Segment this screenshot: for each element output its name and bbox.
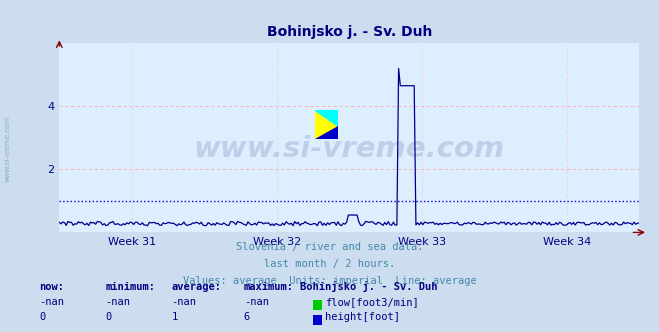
Text: Bohinjsko j. - Sv. Duh: Bohinjsko j. - Sv. Duh <box>301 281 438 292</box>
Text: Values: average  Units: imperial  Line: average: Values: average Units: imperial Line: av… <box>183 276 476 286</box>
Text: 6: 6 <box>244 312 250 322</box>
Polygon shape <box>315 110 338 126</box>
Text: now:: now: <box>40 282 65 292</box>
Text: -nan: -nan <box>40 297 65 307</box>
Text: 0: 0 <box>105 312 111 322</box>
Text: 0: 0 <box>40 312 45 322</box>
Polygon shape <box>315 126 338 139</box>
Text: -nan: -nan <box>171 297 196 307</box>
Text: average:: average: <box>171 282 221 292</box>
Text: -nan: -nan <box>244 297 269 307</box>
Text: 1: 1 <box>171 312 177 322</box>
Text: Slovenia / river and sea data.: Slovenia / river and sea data. <box>236 242 423 252</box>
Text: height[foot]: height[foot] <box>325 312 400 322</box>
Text: www.si-vreme.com: www.si-vreme.com <box>5 116 11 183</box>
Text: minimum:: minimum: <box>105 282 156 292</box>
Polygon shape <box>315 110 338 139</box>
Text: last month / 2 hours.: last month / 2 hours. <box>264 259 395 269</box>
Text: www.si-vreme.com: www.si-vreme.com <box>194 135 505 163</box>
Text: -nan: -nan <box>105 297 130 307</box>
Title: Bohinjsko j. - Sv. Duh: Bohinjsko j. - Sv. Duh <box>267 25 432 39</box>
Text: flow[foot3/min]: flow[foot3/min] <box>325 297 418 307</box>
Text: maximum:: maximum: <box>244 282 294 292</box>
